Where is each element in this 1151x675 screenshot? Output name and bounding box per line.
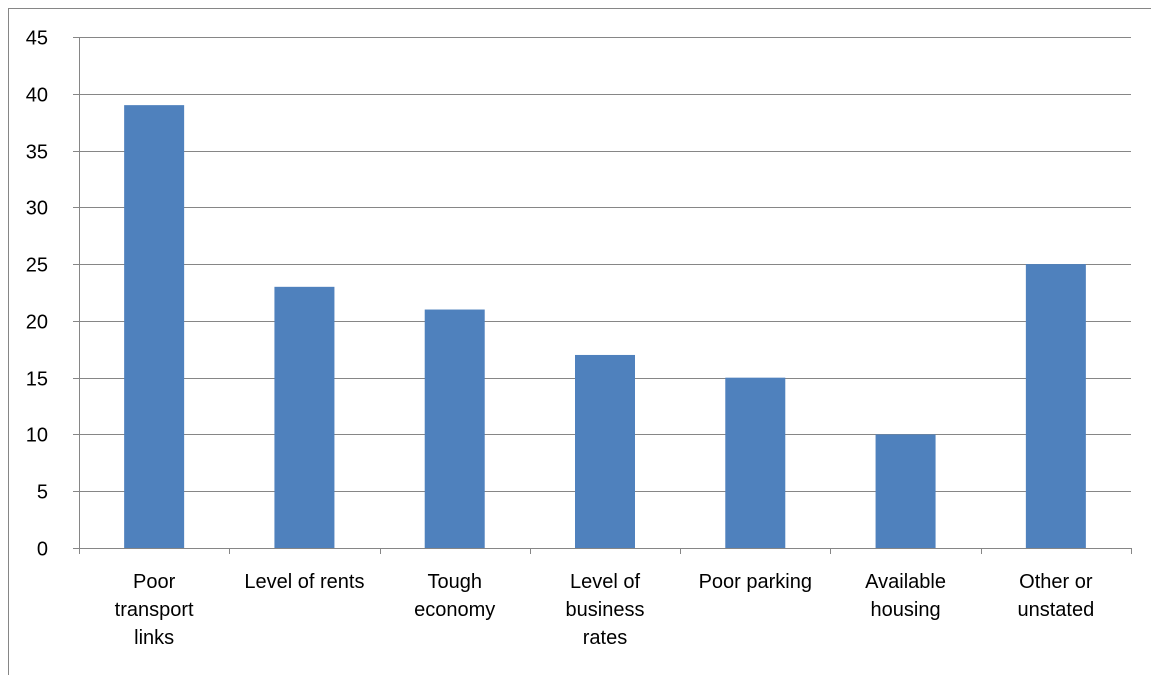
x-category-label-line: transport (115, 599, 194, 621)
y-tick-label: 25 (26, 255, 48, 277)
x-category-label-line: housing (871, 599, 941, 621)
bar (1025, 264, 1086, 548)
x-category-label-line: Poor (133, 571, 176, 593)
bar (875, 434, 936, 548)
y-tick-label: 15 (26, 369, 48, 391)
bar (424, 309, 485, 548)
bar (725, 377, 786, 548)
x-category-label: Poor parking (699, 571, 812, 593)
y-tick-label: 35 (26, 142, 48, 164)
x-category-label-line: Level of rents (244, 571, 364, 593)
x-category-label-line: rates (583, 627, 627, 649)
x-category-label-line: Level of (570, 571, 640, 593)
x-category-label: Level of business rates (566, 571, 645, 649)
x-category-label-line: Other or (1019, 571, 1093, 593)
x-category-label: Poor transport links (115, 571, 194, 649)
x-category-label: Other or unstated (1017, 571, 1094, 621)
y-tick-label: 20 (26, 312, 48, 334)
y-tick-label: 10 (26, 425, 48, 447)
y-tick-label: 5 (37, 482, 48, 504)
x-category-label-line: Poor parking (699, 571, 812, 593)
x-category-label-line: Available (865, 571, 946, 593)
y-tick-label: 0 (37, 539, 48, 561)
chart-frame (8, 8, 1151, 675)
bar (274, 286, 335, 548)
y-tick-label: 45 (26, 28, 48, 50)
x-category-label-line: economy (414, 599, 495, 621)
bar (575, 354, 635, 548)
x-category-label: Tough economy (414, 571, 495, 621)
y-tick-label: 40 (26, 85, 48, 107)
x-category-label-line: business (566, 599, 645, 621)
x-category-label-line: links (134, 627, 174, 649)
x-category-label: Available housing (865, 571, 946, 621)
x-category-label: Level of rents (244, 571, 364, 593)
y-tick-label: 30 (26, 198, 48, 220)
x-category-label-line: unstated (1017, 599, 1094, 621)
x-category-label-line: Tough (427, 571, 482, 593)
bar (124, 105, 185, 548)
